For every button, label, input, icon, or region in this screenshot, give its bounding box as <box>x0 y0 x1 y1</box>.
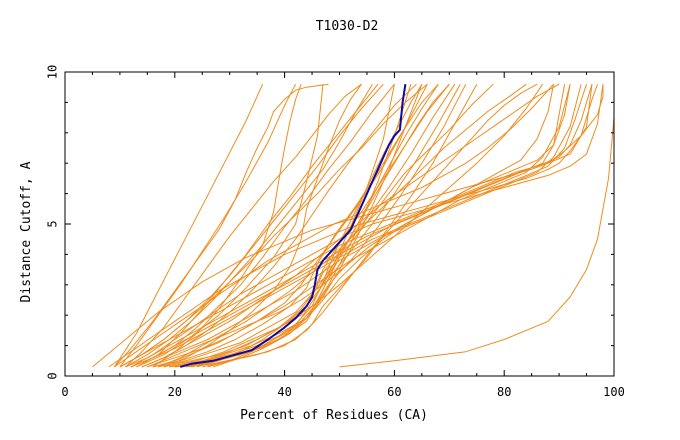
model-series-line-1 <box>339 320 549 368</box>
model-series-line-18 <box>119 83 297 368</box>
series-layer <box>92 83 615 368</box>
model-series-line-4 <box>125 83 362 368</box>
model-series-line-10 <box>152 83 439 368</box>
model-series-line-17 <box>113 83 264 368</box>
model-series-line-27 <box>130 84 604 368</box>
model-series-line-15 <box>136 84 324 368</box>
model-series-line-2 <box>547 84 615 322</box>
chart-title: T1030-D2 <box>316 19 379 34</box>
ticks-layer: 0 20 40 60 80 100 0 5 10 <box>46 65 625 399</box>
y-axis-label: Distance Cutoff, A <box>19 161 34 302</box>
model-series-line-43 <box>202 83 538 368</box>
model-series-line-16 <box>185 83 478 368</box>
model-series-line-12 <box>163 83 456 368</box>
model-series-line-5 <box>136 83 379 368</box>
x-tick-label: 60 <box>387 385 401 399</box>
x-tick-label: 20 <box>168 385 182 399</box>
highlight-series-line <box>180 84 407 368</box>
model-series-line-32 <box>163 83 362 368</box>
model-series-line-44 <box>130 84 593 368</box>
y-tick-label: 5 <box>46 220 60 227</box>
model-series-line-3 <box>114 83 329 368</box>
x-axis-label: Percent of Residues (CA) <box>240 408 428 423</box>
model-series-line-29 <box>174 83 544 368</box>
model-series-line-35 <box>119 83 428 368</box>
model-series-line-28 <box>114 83 554 368</box>
x-tick-label: 100 <box>603 385 625 399</box>
model-series-line-40 <box>125 83 373 368</box>
model-series-line-21 <box>130 84 587 368</box>
x-tick-label: 80 <box>497 385 511 399</box>
x-tick-label: 40 <box>277 385 291 399</box>
model-series-line-20 <box>119 84 593 368</box>
y-tick-label: 10 <box>46 65 60 79</box>
model-series-line-22 <box>141 84 582 368</box>
model-series-line-39 <box>213 84 395 368</box>
model-series-line-41 <box>158 83 527 368</box>
x-tick-label: 0 <box>61 385 68 399</box>
model-series-line-42 <box>169 83 450 368</box>
model-series-line-34 <box>185 83 494 368</box>
model-series-line-19 <box>108 84 598 368</box>
model-series-line-33 <box>152 84 302 368</box>
y-tick-label: 0 <box>46 372 60 379</box>
